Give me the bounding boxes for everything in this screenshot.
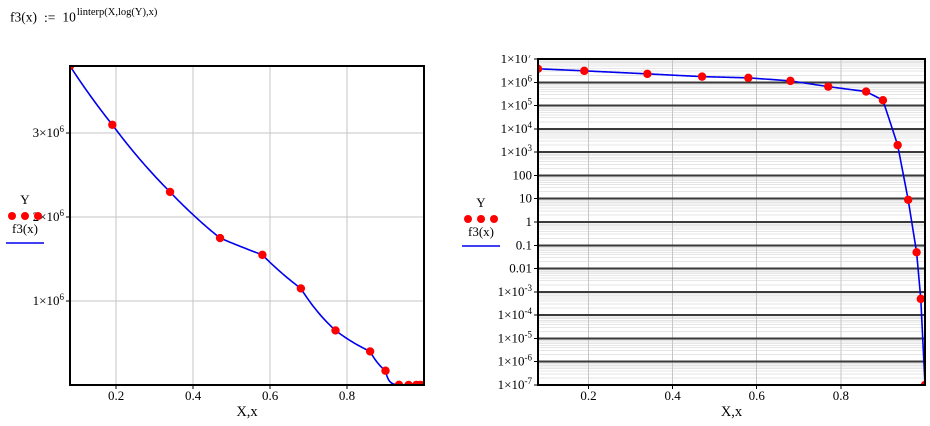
y-tick-label: 1×103	[501, 143, 533, 159]
legend-red-dots-icon	[8, 212, 42, 220]
plot-border	[537, 58, 926, 386]
data-point	[365, 347, 375, 356]
formula-base: 10	[62, 9, 76, 25]
x-axis-title: X,x	[236, 404, 258, 420]
y-tick-label: 1×106	[501, 73, 533, 89]
y-tick-label: 1×106	[33, 292, 65, 308]
y-tick-label: 10	[519, 191, 532, 206]
y-tick-label: 1×10-4	[498, 306, 533, 322]
data-point	[165, 187, 175, 197]
formula-exponent: linterp(X,log(Y),x)	[76, 7, 158, 18]
y-tick-label: 1×10-7	[498, 376, 533, 392]
assign-operator: :=	[44, 9, 56, 25]
data-point	[878, 96, 888, 105]
plot-border	[69, 65, 425, 386]
y-tick-label: 0.01	[509, 261, 532, 276]
y-tick-label: 1×107	[501, 55, 533, 66]
data-point	[916, 294, 925, 304]
gridlines	[70, 66, 424, 385]
x-tick-label: 0.8	[339, 388, 355, 403]
data-points	[69, 65, 425, 386]
x-tick-label: 0.8	[833, 388, 849, 403]
gridlines	[538, 58, 925, 386]
plot-background	[70, 66, 424, 385]
data-point	[643, 69, 652, 79]
y-tick-label: 1	[526, 214, 533, 229]
axis-labels: 1×107 1×106 1×105 1×104 1×103 100 10 1 0.1 0.01 1×…	[498, 55, 849, 420]
legend-red-dots-icon	[464, 215, 498, 223]
data-point	[893, 140, 902, 150]
x-tick-label: 0.4	[185, 388, 202, 403]
legend-label-Y: Y	[476, 195, 486, 210]
data-points	[537, 64, 926, 386]
x-tick-label: 0.4	[664, 388, 681, 403]
x-tick-label: 0.6	[262, 388, 279, 403]
data-point	[381, 366, 390, 375]
legend-label-f3x: f3(x)	[12, 221, 38, 236]
data-point	[296, 284, 306, 293]
data-point	[912, 248, 921, 257]
data-point	[331, 326, 340, 335]
data-point	[215, 233, 225, 243]
data-point	[258, 250, 267, 260]
data-point	[580, 66, 589, 76]
y-tick-label: 1×10-6	[498, 353, 533, 369]
y-tick-label: 3×106	[33, 124, 65, 140]
legend: Yf3(x)	[462, 195, 500, 247]
legend-label-Y: Y	[20, 192, 30, 207]
data-point	[697, 72, 707, 81]
data-point	[744, 73, 753, 83]
data-point	[861, 87, 871, 96]
data-layer	[537, 64, 926, 386]
y-tick-label: 0.1	[516, 237, 532, 252]
formula-lhs: f3(x)	[10, 9, 37, 25]
y-tick-label: 100	[513, 167, 533, 182]
legend: Yf3(x)	[6, 192, 44, 244]
y-tick-label: 1×104	[501, 120, 533, 136]
data-point	[108, 120, 117, 129]
x-axis-title: X,x	[721, 404, 743, 420]
data-point	[824, 82, 833, 91]
y-tick-label: 1×105	[501, 97, 533, 113]
formula-region[interactable]: f3(x) := 10linterp(X,log(Y),x)	[10, 7, 158, 26]
x-tick-label: 0.6	[749, 388, 766, 403]
y-tick-label: 1×10-3	[498, 283, 533, 299]
data-point	[786, 76, 795, 86]
legend-label-f3x: f3(x)	[468, 224, 494, 239]
x-tick-label: 0.2	[108, 388, 124, 403]
y-tick-label: 1×10-5	[498, 329, 533, 345]
log-plot[interactable]: 1×107 1×106 1×105 1×104 1×103 100 10 1 0.1 0.01 1×…	[450, 55, 930, 426]
data-layer	[69, 65, 425, 386]
data-point	[903, 195, 913, 204]
x-tick-label: 0.2	[580, 388, 596, 403]
